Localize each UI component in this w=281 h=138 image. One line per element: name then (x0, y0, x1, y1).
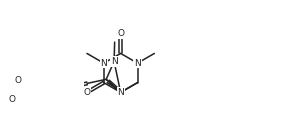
Text: O: O (117, 29, 124, 39)
Text: O: O (83, 88, 90, 97)
Text: N: N (117, 88, 124, 97)
Text: N: N (100, 59, 107, 68)
Text: N: N (111, 57, 117, 66)
Text: O: O (8, 95, 15, 104)
Text: N: N (134, 59, 141, 68)
Text: O: O (14, 76, 21, 85)
